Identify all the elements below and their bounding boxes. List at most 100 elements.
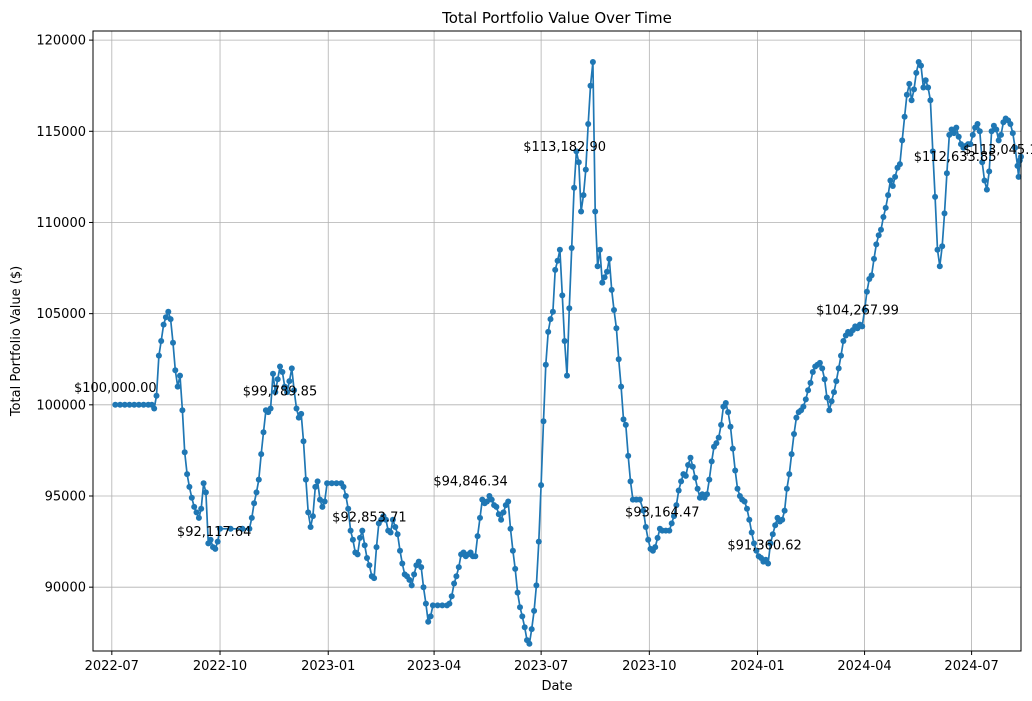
data-point — [212, 545, 219, 552]
data-point — [246, 525, 253, 532]
data-point — [666, 527, 673, 534]
data-point — [545, 328, 552, 335]
x-tick-label: 2023-10 — [622, 659, 676, 674]
data-point — [671, 513, 677, 520]
data-point — [718, 421, 725, 428]
data-point — [512, 565, 519, 572]
data-point — [620, 416, 627, 423]
data-point — [946, 131, 953, 138]
x-tick-label: 2024-07 — [944, 659, 998, 674]
data-point — [319, 503, 326, 510]
data-point — [601, 274, 608, 281]
data-point — [172, 367, 179, 374]
data-point — [871, 255, 877, 262]
data-point — [547, 316, 554, 323]
data-point — [408, 582, 415, 589]
data-point — [969, 131, 976, 138]
data-point — [248, 514, 255, 521]
data-point — [828, 398, 835, 405]
data-point — [373, 544, 380, 551]
data-point — [188, 494, 195, 501]
data-point — [675, 487, 682, 494]
data-point — [835, 365, 842, 372]
data-point — [566, 305, 573, 312]
data-point — [652, 544, 659, 551]
data-point — [542, 361, 549, 368]
data-point — [722, 400, 729, 406]
data-point — [239, 525, 246, 532]
data-point — [451, 580, 458, 587]
data-point — [673, 502, 680, 509]
data-point — [207, 536, 214, 543]
data-point — [772, 522, 779, 529]
y-axis: 90000 95000 100000 105000 110000 115000 120000 — [36, 34, 93, 596]
data-point — [932, 193, 939, 200]
data-point — [455, 564, 462, 571]
data-point — [181, 449, 188, 456]
data-point — [517, 604, 523, 611]
data-point — [878, 226, 884, 233]
data-point — [251, 500, 258, 507]
data-point — [531, 607, 538, 614]
data-point — [364, 555, 370, 561]
data-point — [528, 626, 535, 633]
y-tick-label: 95000 — [45, 490, 86, 505]
data-point — [1014, 162, 1021, 169]
data-point — [887, 177, 894, 184]
data-point — [521, 624, 528, 631]
data-point — [729, 445, 736, 452]
y-tick-label: 120000 — [36, 34, 86, 49]
data-point — [411, 571, 418, 578]
data-point — [781, 507, 788, 514]
data-point — [704, 491, 710, 498]
plot-area — [93, 31, 1021, 651]
data-point — [903, 91, 910, 98]
data-point — [429, 602, 436, 609]
data-point — [606, 255, 613, 262]
data-point — [472, 553, 479, 560]
data-point — [953, 124, 960, 131]
y-tick-label: 115000 — [36, 125, 86, 140]
x-tick-label: 2022-10 — [193, 659, 247, 674]
data-point — [131, 401, 138, 408]
y-axis-label: Total Portfolio Value ($) — [9, 266, 24, 417]
data-point — [420, 584, 427, 591]
data-point — [571, 184, 578, 191]
data-point — [286, 378, 293, 385]
data-point — [791, 431, 797, 437]
data-point — [765, 560, 772, 567]
data-point — [198, 505, 205, 512]
data-point — [559, 292, 566, 299]
data-point — [564, 372, 570, 379]
data-point — [448, 593, 455, 600]
data-point — [162, 314, 169, 321]
data-point — [267, 405, 274, 412]
data-point — [575, 159, 582, 166]
data-point — [399, 560, 406, 567]
data-point — [748, 529, 755, 536]
plot-frame — [92, 30, 1022, 652]
data-point — [859, 323, 866, 330]
data-point — [505, 498, 512, 505]
x-tick-label: 2023-04 — [407, 659, 461, 674]
data-point — [880, 214, 887, 220]
data-point — [901, 113, 908, 120]
data-point — [394, 531, 401, 538]
data-point — [170, 339, 176, 346]
data-point — [746, 516, 753, 523]
data-point — [936, 263, 943, 270]
data-point — [397, 547, 403, 554]
data-point — [831, 389, 837, 396]
data-point — [713, 440, 720, 447]
data-point — [885, 192, 892, 199]
data-point — [668, 520, 675, 527]
data-point — [783, 485, 790, 492]
data-point — [366, 562, 373, 569]
data-point — [488, 496, 495, 503]
data-point — [382, 516, 389, 523]
data-point — [906, 80, 913, 87]
data-point — [284, 389, 291, 396]
data-point — [121, 401, 128, 408]
data-point — [582, 166, 589, 173]
data-point — [974, 121, 981, 127]
